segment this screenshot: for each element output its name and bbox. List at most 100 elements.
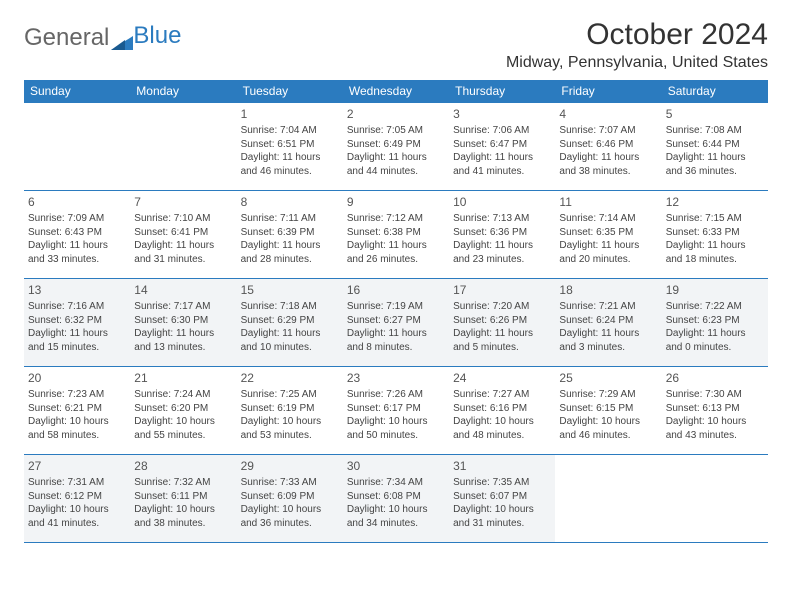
calendar-week: 20Sunrise: 7:23 AMSunset: 6:21 PMDayligh… <box>24 367 768 455</box>
calendar-day: 20Sunrise: 7:23 AMSunset: 6:21 PMDayligh… <box>24 367 130 455</box>
day-sunrise: Sunrise: 7:29 AM <box>559 388 657 402</box>
day-number: 10 <box>453 194 551 210</box>
calendar-day: 21Sunrise: 7:24 AMSunset: 6:20 PMDayligh… <box>130 367 236 455</box>
day-sunset: Sunset: 6:29 PM <box>241 314 339 328</box>
calendar-day: 10Sunrise: 7:13 AMSunset: 6:36 PMDayligh… <box>449 191 555 279</box>
page-title: October 2024 <box>506 18 768 52</box>
calendar-day: 6Sunrise: 7:09 AMSunset: 6:43 PMDaylight… <box>24 191 130 279</box>
day-sunrise: Sunrise: 7:19 AM <box>347 300 445 314</box>
calendar-day-empty <box>555 455 661 543</box>
calendar-day-empty <box>662 455 768 543</box>
day-sunset: Sunset: 6:41 PM <box>134 226 232 240</box>
day-number: 13 <box>28 282 126 298</box>
day-daylight: Daylight: 10 hours and 46 minutes. <box>559 415 657 442</box>
day-daylight: Daylight: 11 hours and 5 minutes. <box>453 327 551 354</box>
calendar-day: 16Sunrise: 7:19 AMSunset: 6:27 PMDayligh… <box>343 279 449 367</box>
calendar-day: 12Sunrise: 7:15 AMSunset: 6:33 PMDayligh… <box>662 191 768 279</box>
calendar-day: 8Sunrise: 7:11 AMSunset: 6:39 PMDaylight… <box>237 191 343 279</box>
calendar-day: 13Sunrise: 7:16 AMSunset: 6:32 PMDayligh… <box>24 279 130 367</box>
day-number: 17 <box>453 282 551 298</box>
day-sunset: Sunset: 6:26 PM <box>453 314 551 328</box>
day-sunrise: Sunrise: 7:25 AM <box>241 388 339 402</box>
day-number: 9 <box>347 194 445 210</box>
day-sunset: Sunset: 6:43 PM <box>28 226 126 240</box>
calendar-day: 7Sunrise: 7:10 AMSunset: 6:41 PMDaylight… <box>130 191 236 279</box>
calendar-day: 4 Sunrise: 7:07 AMSunset: 6:46 PMDaylight… <box>555 103 661 191</box>
day-daylight: Daylight: 11 hours and 26 minutes. <box>347 239 445 266</box>
day-sunset: Sunset: 6:49 PM <box>347 138 445 152</box>
day-sunset: Sunset: 6:23 PM <box>666 314 764 328</box>
day-number: 19 <box>666 282 764 298</box>
day-sunrise: Sunrise: 7:13 AM <box>453 212 551 226</box>
calendar-day-empty <box>130 103 236 191</box>
weekday-header: Sunday <box>24 80 130 103</box>
day-sunset: Sunset: 6:20 PM <box>134 402 232 416</box>
day-daylight: Daylight: 10 hours and 41 minutes. <box>28 503 126 530</box>
day-number: 7 <box>134 194 232 210</box>
day-sunset: Sunset: 6:35 PM <box>559 226 657 240</box>
calendar-day: 19Sunrise: 7:22 AMSunset: 6:23 PMDayligh… <box>662 279 768 367</box>
day-number: 28 <box>134 458 232 474</box>
day-number: 27 <box>28 458 126 474</box>
day-daylight: Daylight: 11 hours and 3 minutes. <box>559 327 657 354</box>
day-daylight: Daylight: 11 hours and 44 minutes. <box>347 151 445 178</box>
day-number: 4 <box>559 106 657 122</box>
day-sunrise: Sunrise: 7:21 AM <box>559 300 657 314</box>
logo-text-1: General <box>24 24 109 52</box>
day-sunrise: Sunrise: 7:23 AM <box>28 388 126 402</box>
calendar-day: 29Sunrise: 7:33 AMSunset: 6:09 PMDayligh… <box>237 455 343 543</box>
day-daylight: Daylight: 10 hours and 55 minutes. <box>134 415 232 442</box>
logo-mark-icon <box>111 29 133 47</box>
day-number: 1 <box>241 106 339 122</box>
day-daylight: Daylight: 10 hours and 58 minutes. <box>28 415 126 442</box>
day-sunrise: Sunrise: 7:30 AM <box>666 388 764 402</box>
calendar-week: 27Sunrise: 7:31 AMSunset: 6:12 PMDayligh… <box>24 455 768 543</box>
calendar-day-empty <box>24 103 130 191</box>
day-sunrise: Sunrise: 7:34 AM <box>347 476 445 490</box>
day-sunrise: Sunrise: 7:26 AM <box>347 388 445 402</box>
day-sunset: Sunset: 6:09 PM <box>241 490 339 504</box>
day-number: 18 <box>559 282 657 298</box>
day-number: 23 <box>347 370 445 386</box>
day-daylight: Daylight: 11 hours and 41 minutes. <box>453 151 551 178</box>
day-sunset: Sunset: 6:13 PM <box>666 402 764 416</box>
day-sunrise: Sunrise: 7:14 AM <box>559 212 657 226</box>
weekday-header: Thursday <box>449 80 555 103</box>
calendar-day: 30Sunrise: 7:34 AMSunset: 6:08 PMDayligh… <box>343 455 449 543</box>
day-sunrise: Sunrise: 7:06 AM <box>453 124 551 138</box>
calendar-day: 24Sunrise: 7:27 AMSunset: 6:16 PMDayligh… <box>449 367 555 455</box>
day-number: 2 <box>347 106 445 122</box>
day-number: 8 <box>241 194 339 210</box>
day-number: 22 <box>241 370 339 386</box>
day-sunset: Sunset: 6:46 PM <box>559 138 657 152</box>
day-number: 21 <box>134 370 232 386</box>
day-sunset: Sunset: 6:33 PM <box>666 226 764 240</box>
calendar-day: 9Sunrise: 7:12 AMSunset: 6:38 PMDaylight… <box>343 191 449 279</box>
day-sunset: Sunset: 6:32 PM <box>28 314 126 328</box>
calendar-day: 28Sunrise: 7:32 AMSunset: 6:11 PMDayligh… <box>130 455 236 543</box>
day-sunset: Sunset: 6:51 PM <box>241 138 339 152</box>
day-number: 3 <box>453 106 551 122</box>
day-number: 16 <box>347 282 445 298</box>
day-sunrise: Sunrise: 7:15 AM <box>666 212 764 226</box>
day-sunset: Sunset: 6:12 PM <box>28 490 126 504</box>
day-sunrise: Sunrise: 7:10 AM <box>134 212 232 226</box>
day-sunset: Sunset: 6:19 PM <box>241 402 339 416</box>
calendar-body: 1Sunrise: 7:04 AMSunset: 6:51 PMDaylight… <box>24 103 768 543</box>
day-daylight: Daylight: 10 hours and 36 minutes. <box>241 503 339 530</box>
day-daylight: Daylight: 10 hours and 34 minutes. <box>347 503 445 530</box>
calendar-day: 31Sunrise: 7:35 AMSunset: 6:07 PMDayligh… <box>449 455 555 543</box>
day-sunrise: Sunrise: 7:32 AM <box>134 476 232 490</box>
day-sunrise: Sunrise: 7:04 AM <box>241 124 339 138</box>
day-daylight: Daylight: 11 hours and 28 minutes. <box>241 239 339 266</box>
calendar-day: 17 Sunrise: 7:20 AMSunset: 6:26 PMDayligh… <box>449 279 555 367</box>
calendar-day: 15Sunrise: 7:18 AMSunset: 6:29 PMDayligh… <box>237 279 343 367</box>
day-sunrise: Sunrise: 7:07 AM <box>559 124 657 138</box>
day-daylight: Daylight: 11 hours and 23 minutes. <box>453 239 551 266</box>
day-sunrise: Sunrise: 7:20 AM <box>453 300 551 314</box>
day-daylight: Daylight: 11 hours and 46 minutes. <box>241 151 339 178</box>
day-sunset: Sunset: 6:39 PM <box>241 226 339 240</box>
day-daylight: Daylight: 11 hours and 38 minutes. <box>559 151 657 178</box>
day-number: 29 <box>241 458 339 474</box>
logo: General Blue <box>24 24 181 52</box>
